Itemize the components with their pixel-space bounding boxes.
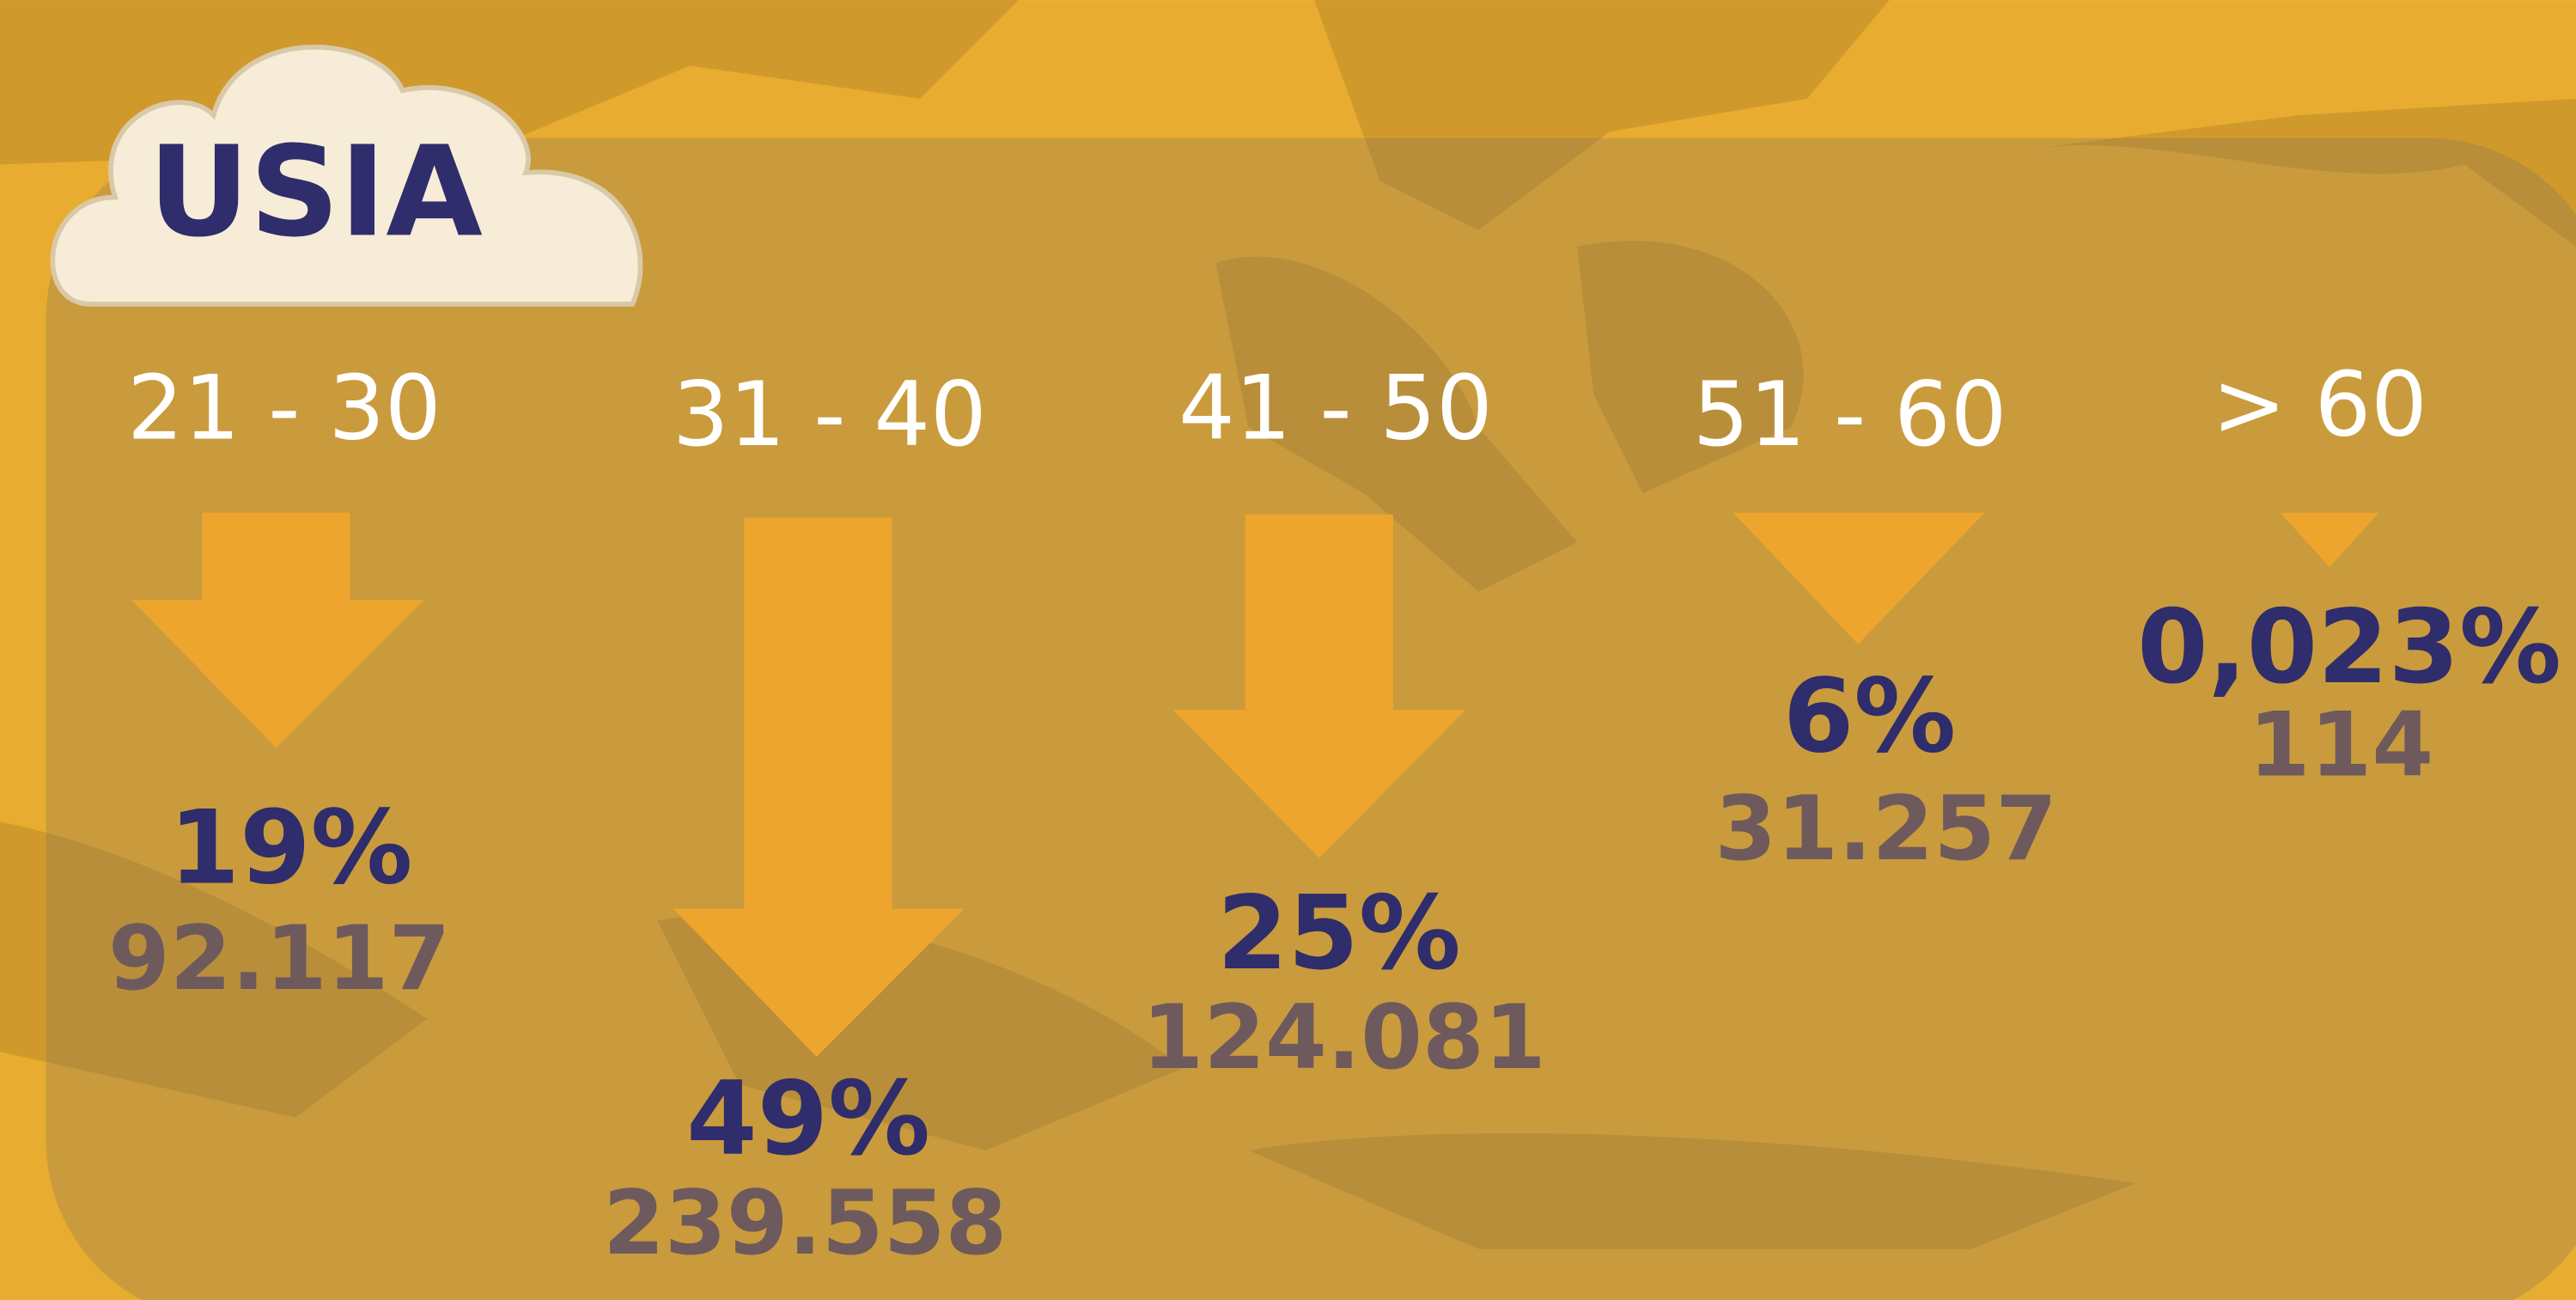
age-range: > 60 bbox=[2212, 354, 2427, 457]
title: USIA bbox=[149, 119, 483, 265]
count: 124.081 bbox=[1142, 986, 1545, 1089]
arrow bbox=[131, 512, 424, 748]
age-range: 51 - 60 bbox=[1693, 363, 2007, 467]
count: 239.558 bbox=[603, 1172, 1007, 1275]
percent: 0,023% bbox=[2137, 588, 2561, 706]
percent: 49% bbox=[686, 1059, 930, 1178]
age-range: 41 - 50 bbox=[1178, 357, 1493, 460]
arrow bbox=[1172, 514, 1466, 858]
percent: 25% bbox=[1217, 874, 1461, 992]
map-shapes bbox=[0, 0, 2576, 1249]
count: 31.257 bbox=[1714, 778, 2056, 881]
percent: 19% bbox=[169, 788, 413, 906]
count: 92.117 bbox=[108, 907, 450, 1010]
count: 114 bbox=[2249, 693, 2434, 796]
age-range: 21 - 30 bbox=[127, 357, 442, 460]
arrow bbox=[1733, 512, 1985, 644]
arrow bbox=[2280, 512, 2379, 567]
cloud bbox=[50, 44, 643, 307]
age-range: 31 - 40 bbox=[673, 363, 987, 467]
arrow bbox=[673, 517, 965, 1057]
percent: 6% bbox=[1783, 656, 1956, 775]
